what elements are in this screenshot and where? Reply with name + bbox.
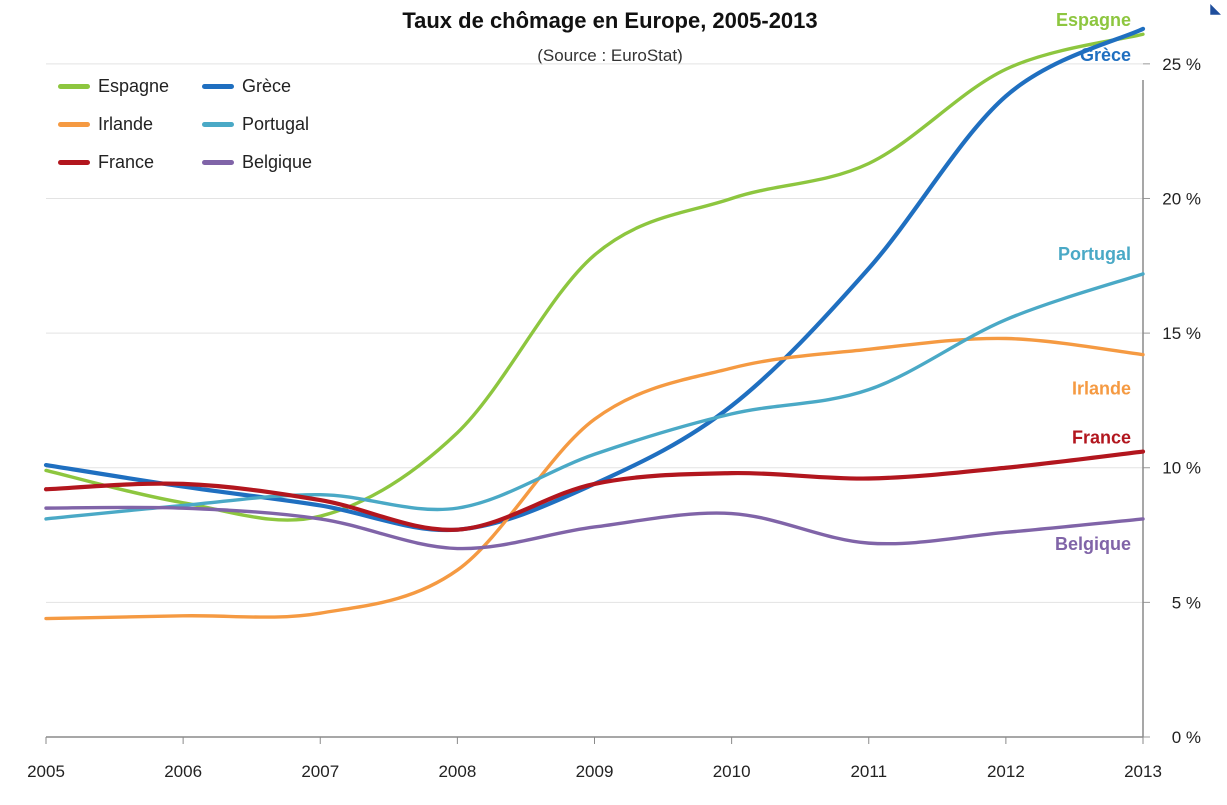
series-lines xyxy=(43,26,1146,621)
legend-label-grece: Grèce xyxy=(242,76,292,96)
y-tick-label: 15 % xyxy=(1162,324,1201,343)
legend-item-portugal: Portugal xyxy=(202,114,309,135)
series-line-irlande xyxy=(44,336,1145,621)
x-tick-label: 2008 xyxy=(438,762,476,781)
series-portugal xyxy=(44,272,1145,521)
legend-item-espagne: Espagne xyxy=(58,76,169,97)
legend-label-espagne: Espagne xyxy=(98,76,170,96)
series-france xyxy=(43,449,1146,532)
y-tick-label: 25 % xyxy=(1162,55,1201,74)
series-line-france xyxy=(43,449,1146,532)
y-tick-label: 5 % xyxy=(1172,593,1201,612)
x-tick-label: 2006 xyxy=(164,762,202,781)
series-belgique xyxy=(44,505,1145,551)
legend-swatch-france xyxy=(58,160,90,165)
series-end-label-irlande: Irlande xyxy=(1072,379,1131,399)
x-tick-label: 2007 xyxy=(301,762,339,781)
corner-mark: ◣ xyxy=(1210,0,1221,16)
series-end-label-belgique: Belgique xyxy=(1055,534,1131,554)
series-line-grece xyxy=(43,26,1146,533)
x-tick-label: 2010 xyxy=(713,762,751,781)
x-tick-label: 2013 xyxy=(1124,762,1162,781)
legend-item-belgique: Belgique xyxy=(202,152,312,173)
series-end-label-portugal: Portugal xyxy=(1058,244,1131,264)
legend-swatch-belgique xyxy=(202,160,234,165)
series-line-belgique xyxy=(44,505,1145,551)
legend-label-portugal: Portugal xyxy=(242,114,310,134)
series-irlande xyxy=(44,336,1145,621)
series-end-label-espagne: Espagne xyxy=(1056,10,1131,30)
x-tick-label: 2011 xyxy=(850,762,887,781)
legend-swatch-irlande xyxy=(58,122,90,127)
series-line-portugal xyxy=(44,272,1145,521)
legend-label-irlande: Irlande xyxy=(98,114,154,134)
y-tick-label: 20 % xyxy=(1162,189,1201,208)
series-line-espagne xyxy=(44,32,1145,522)
legend-item-irlande: Irlande xyxy=(58,114,153,135)
legend-item-grece: Grèce xyxy=(202,76,291,97)
legend-label-france: France xyxy=(98,152,155,172)
legend-item-france: France xyxy=(58,152,154,173)
series-end-label-france: France xyxy=(1072,428,1131,448)
chart-subtitle: (Source : EuroStat) xyxy=(537,46,683,65)
y-tick-label: 0 % xyxy=(1172,728,1201,747)
series-espagne xyxy=(44,32,1145,522)
gridlines xyxy=(46,63,1143,603)
chart-title: Taux de chômage en Europe, 2005-2013 xyxy=(402,8,818,33)
legend-label-belgique: Belgique xyxy=(242,152,313,172)
axes: 0 % 5 % 10 % 15 % 20 % 25 % 2005 2006 2007 2008 20… xyxy=(27,55,1201,781)
series-end-labels: Espagne Grèce Portugal Irlande France Belgiqu… xyxy=(1055,10,1131,554)
legend-swatch-espagne xyxy=(58,84,90,89)
series-end-label-grece: Grèce xyxy=(1080,45,1131,65)
legend-swatch-portugal xyxy=(202,122,234,127)
x-tick-label: 2005 xyxy=(27,762,65,781)
y-tick-label: 10 % xyxy=(1162,459,1201,478)
x-tick-label: 2012 xyxy=(987,762,1025,781)
legend-swatch-grece xyxy=(202,84,234,89)
x-tick-label: 2009 xyxy=(576,762,614,781)
